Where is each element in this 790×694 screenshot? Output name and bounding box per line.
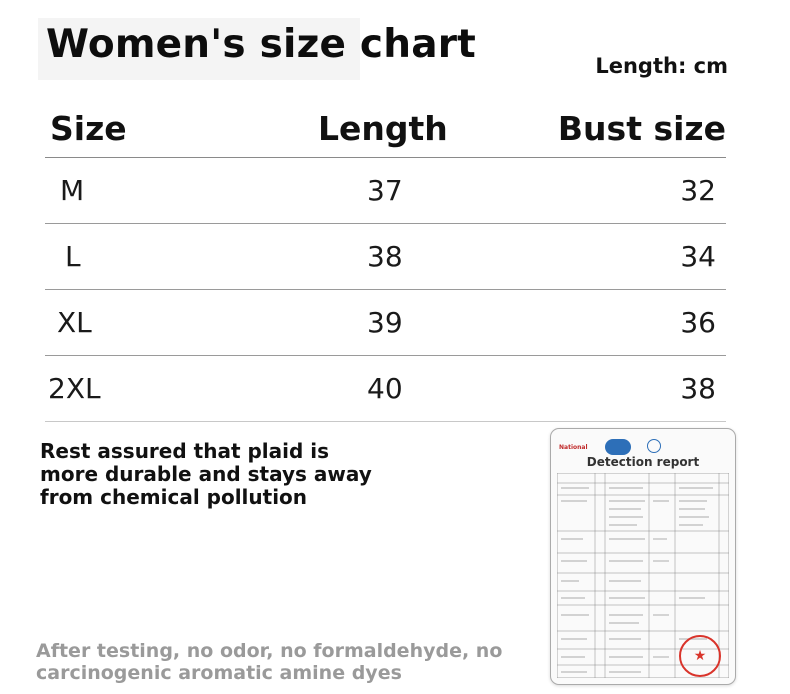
page-title: Women's size chart — [46, 22, 476, 67]
bust-cell: 36 — [680, 306, 716, 339]
cnas-logo-icon — [605, 439, 631, 455]
length-cell: 40 — [367, 372, 403, 405]
title-background — [38, 18, 360, 80]
table-row: XL 39 36 — [45, 290, 726, 356]
column-header-bust: Bust size — [557, 109, 726, 148]
red-seal-stamp: ★ — [679, 635, 721, 677]
length-cell: 37 — [367, 174, 403, 207]
ilac-logo-icon — [647, 439, 661, 453]
bust-cell: 32 — [680, 174, 716, 207]
table-row: M 37 32 — [45, 158, 726, 224]
size-cell: M — [60, 174, 85, 207]
report-logos: National — [559, 437, 729, 457]
bust-cell: 34 — [680, 240, 716, 273]
size-cell: XL — [57, 306, 92, 339]
size-table: Size Length Bust size M 37 32 L 38 34 XL… — [45, 105, 726, 422]
unit-note: Length: cm — [595, 54, 728, 78]
size-cell: L — [65, 240, 81, 273]
report-table-lines — [557, 473, 729, 678]
column-header-size: Size — [50, 109, 127, 148]
size-cell: 2XL — [48, 372, 101, 405]
testing-footer-note: After testing, no odor, no formaldehyde,… — [36, 640, 503, 684]
assurance-note: Rest assured that plaid is more durable … — [40, 439, 372, 509]
table-row: 2XL 40 38 — [45, 356, 726, 422]
table-header: Size Length Bust size — [45, 105, 726, 158]
column-header-length: Length — [318, 109, 448, 148]
length-cell: 39 — [367, 306, 403, 339]
bust-cell: 38 — [680, 372, 716, 405]
table-row: L 38 34 — [45, 224, 726, 290]
length-cell: 38 — [367, 240, 403, 273]
national-logo: National — [559, 444, 588, 451]
detection-report-image: National Detection report — [550, 428, 736, 685]
report-title: Detection report — [586, 455, 700, 469]
